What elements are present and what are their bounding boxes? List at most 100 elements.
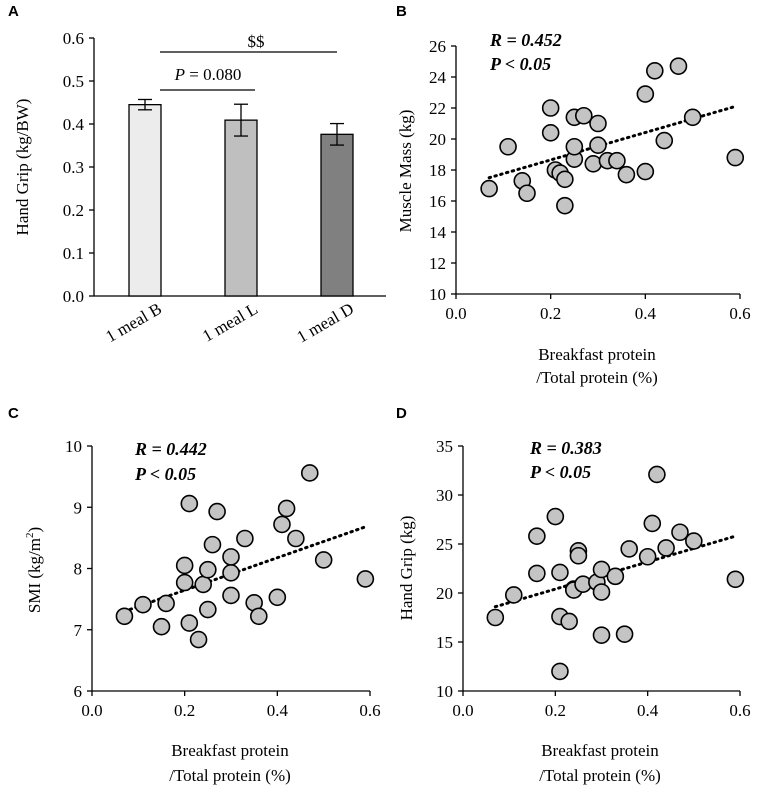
panel-d-x-tick-label: 0.2 (545, 701, 566, 720)
panel-d-data-point (726, 570, 745, 589)
panel-a-y-tick-label: 0.4 (63, 115, 85, 134)
panel-b-x-tick-label: 0.6 (729, 304, 750, 323)
panel-b-x-tick-label: 0.4 (635, 304, 657, 323)
panel-c-data-point (208, 502, 226, 521)
panel-d-data-point (592, 626, 611, 644)
panel-d-data-point (643, 514, 662, 533)
panel-c-data-point (194, 575, 212, 594)
panel-d-data-point (592, 560, 611, 579)
panel-a-y-ticks: 0.0 0.1 0.2 0.3 0.4 0.5 0.6 (63, 29, 94, 306)
panel-d-x-label-line2: /Total protein (%) (539, 766, 661, 785)
panel-b-y-tick-label: 14 (429, 223, 447, 242)
panel-b-y-tick-label: 16 (429, 192, 446, 211)
x-tick-label-1: 1 meal B (102, 299, 165, 346)
panel-b-data-point (480, 179, 498, 198)
panel-d-data-point (486, 608, 505, 627)
panel-d-y-label: Hand Grip (kg) (397, 516, 416, 621)
panel-d-x-label-line1: Breakfast protein (541, 741, 659, 760)
panel-c-y-label-main: SMI (kg/m (25, 538, 44, 613)
panel-c-x-tick-label: 0.4 (267, 701, 289, 720)
panel-a-bars (128, 104, 354, 297)
panel-a-x-tick-labels: 1 meal B 1 meal L 1 meal D (102, 299, 357, 347)
panel-b-data-point (589, 114, 607, 133)
panel-b-x-label-line2: /Total protein (%) (536, 368, 658, 387)
panel-d-data-point (560, 612, 578, 631)
panel-b-data-point (636, 85, 655, 103)
panel-c-y-label-end: ) (25, 527, 44, 533)
error-bar-2 (234, 103, 248, 137)
panel-c-data-point (203, 535, 222, 554)
panel-d: D 10 15 20 25 30 35 0.0 0.2 0.4 0.6 R = 0.383 P <… (396, 405, 751, 785)
panel-d-data-point (685, 532, 703, 550)
panel-b-y-tick-label: 10 (429, 285, 446, 304)
panel-c-data-point (115, 607, 134, 626)
panel-c-data-point (189, 630, 208, 649)
panel-b-data-point (499, 137, 517, 156)
panel-a-y-label: Hand Grip (kg/BW) (13, 99, 32, 236)
panel-b-data-point (608, 151, 626, 170)
panel-d-y-tick-label: 25 (436, 535, 453, 554)
panel-b-data-point (589, 136, 607, 154)
panel-a-y-tick-label: 0.6 (63, 29, 84, 48)
panel-b-data-point (556, 196, 574, 215)
panel-d-data-point (528, 564, 546, 583)
annotation-b-vs-d: $$ (248, 32, 265, 51)
panel-c-data-point (157, 594, 175, 613)
x-tick-label-3: 1 meal D (294, 299, 357, 347)
panel-c-data-point (356, 570, 375, 588)
panel-c-x-label-line2: /Total protein (%) (169, 766, 291, 785)
panel-b-data-point (518, 184, 536, 203)
panel-b-data-point (541, 99, 560, 117)
panel-c-data-point (152, 617, 171, 636)
panel-b-y-tick-label: 20 (429, 130, 446, 149)
panel-a-y-tick-label: 0.3 (63, 158, 84, 177)
panel-c-data-point (199, 560, 217, 579)
panel-c-data-point (222, 548, 240, 566)
panel-b-x-label-line1: Breakfast protein (538, 345, 656, 364)
panel-d-plot: 10 15 20 25 30 35 0.0 0.2 0.4 0.6 (436, 437, 751, 720)
panel-d-data-point (606, 567, 625, 586)
error-bar-3 (330, 122, 344, 146)
panel-d-data-point (615, 625, 634, 643)
panel-b-x-tick-label: 0.0 (445, 304, 466, 323)
panel-b-data-point (645, 62, 664, 80)
panel-c-data-point (268, 588, 287, 607)
panel-b-data-point (683, 108, 702, 127)
annotation-p-value: = 0.080 (185, 65, 241, 84)
panel-c-x-tick-label: 0.0 (81, 701, 102, 720)
bar-2 (224, 119, 258, 297)
panel-d-stat-r: R = 0.383 (529, 438, 602, 458)
panel-c-data-point (199, 600, 217, 619)
panel-c-y-label-sup: 2 (24, 533, 36, 539)
panel-c-x-label-line1: Breakfast protein (171, 741, 289, 760)
bar-3 (320, 133, 354, 297)
panel-d-data-point (671, 523, 689, 542)
panel-c-data-point (222, 563, 240, 582)
panel-b-plot: 10 12 14 16 18 20 22 24 26 0.0 0.2 0.4 0.6 (429, 37, 751, 323)
panel-c-data-point (180, 494, 199, 513)
panel-c-plot: 6 7 8 9 10 0.0 0.2 0.4 0.6 (65, 437, 381, 720)
panel-c-data-point (175, 556, 194, 575)
panel-c-y-tick-label: 7 (74, 621, 83, 640)
panel-d-data-point (504, 586, 523, 604)
panel-d-letter: D (396, 405, 407, 422)
panel-b-x-tick-label: 0.2 (540, 304, 561, 323)
panel-d-data-point (546, 507, 565, 526)
panel-b-y-tick-label: 24 (429, 68, 447, 87)
panel-b-data-point (726, 148, 745, 167)
panel-b-data-point (617, 165, 636, 184)
panel-b-data-point (556, 170, 574, 189)
panel-a-y-tick-label: 0.2 (63, 201, 84, 220)
panel-d-x-tick-label: 0.6 (729, 701, 750, 720)
panel-c-data-point (287, 529, 305, 548)
panel-d-y-tick-label: 30 (436, 486, 453, 505)
panel-b: B 10 12 14 16 18 20 22 24 26 0.0 0.2 0.4 0.6 R = 0.4… (396, 3, 751, 387)
panel-c-data-point (236, 529, 254, 548)
panel-c-data-point (180, 614, 199, 632)
panel-b-stat-p: P < 0.05 (489, 54, 551, 74)
panel-c-data-point (134, 595, 152, 614)
panel-d-data-point (657, 539, 675, 557)
panel-b-letter: B (396, 3, 407, 20)
